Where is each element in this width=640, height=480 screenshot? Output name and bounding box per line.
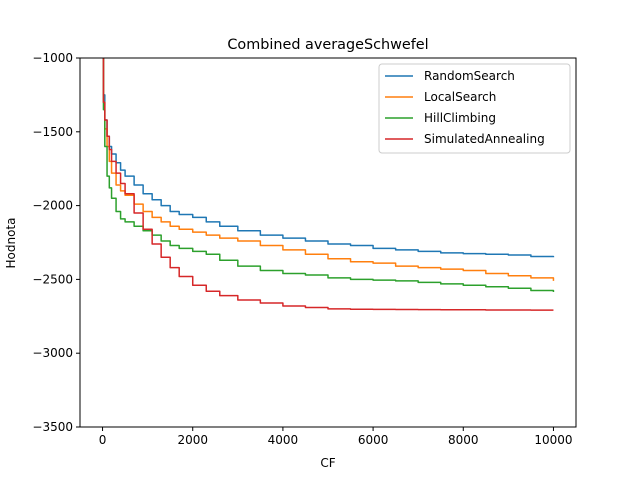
- x-tick-label: 2000: [177, 433, 208, 447]
- legend: RandomSearch LocalSearch HillClimbing Simul…: [378, 63, 571, 154]
- y-axis-ticks: −1000 −1500 −2000 −2500 −3000 −3500: [32, 51, 80, 434]
- x-tick-label: 0: [99, 433, 107, 447]
- y-tick-label: −2500: [32, 272, 73, 286]
- series-line-simulatedannealing: [102, 58, 554, 311]
- legend-label: HillClimbing: [424, 111, 496, 125]
- y-axis-label: Hodnota: [4, 218, 18, 269]
- x-axis-label: CF: [320, 456, 335, 470]
- x-tick-label: 6000: [358, 433, 389, 447]
- y-tick-label: −2000: [32, 199, 73, 213]
- legend-label: LocalSearch: [424, 90, 496, 104]
- y-tick-label: −1000: [32, 51, 73, 65]
- y-tick-label: −3000: [32, 346, 73, 360]
- y-tick-label: −1500: [32, 125, 73, 139]
- chart-title: Combined averageSchwefel: [227, 37, 428, 53]
- x-axis-ticks: 0 2000 4000 6000 8000 10000: [99, 427, 573, 447]
- legend-label: RandomSearch: [424, 69, 515, 83]
- x-tick-label: 8000: [448, 433, 479, 447]
- series-line-localsearch: [102, 58, 555, 281]
- series-line-hillclimbing: [102, 58, 555, 292]
- plot-frame: [79, 57, 577, 428]
- legend-label: SimulatedAnnealing: [424, 132, 545, 146]
- series-layer: [102, 58, 555, 311]
- y-tick-label: −3500: [32, 420, 73, 434]
- x-tick-label: 4000: [268, 433, 299, 447]
- series-line-randomsearch: [102, 58, 555, 258]
- x-tick-label: 10000: [534, 433, 572, 447]
- legend-box: [378, 63, 571, 154]
